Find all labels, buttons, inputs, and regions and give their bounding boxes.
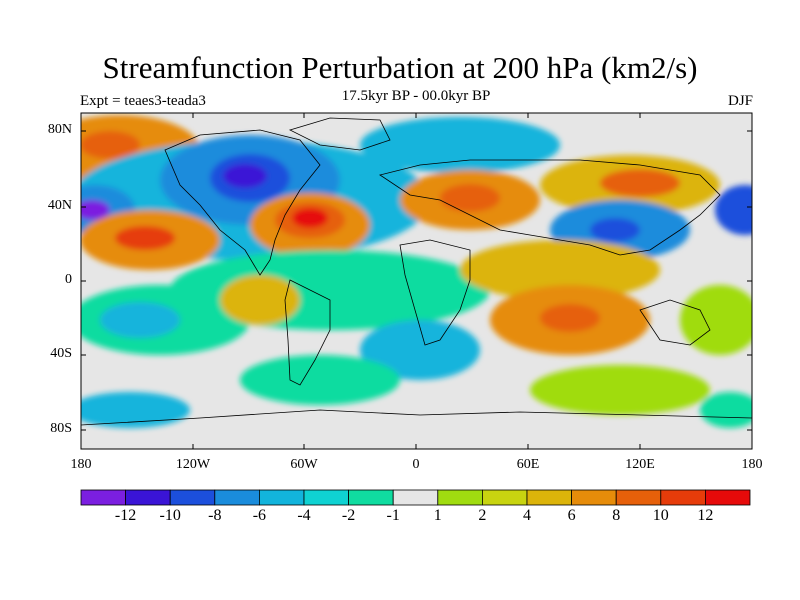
colorbar-label: 2 — [478, 507, 487, 524]
colorbar-label: -10 — [159, 507, 181, 524]
colorbar-label: 4 — [523, 507, 531, 524]
period-label: 17.5kyr BP - 00.0kyr BP — [341, 88, 491, 104]
experiment-label: Expt = teaes3-teada3 — [80, 93, 206, 109]
lon-label-180w: 180 — [70, 457, 92, 472]
colorbar-swatch — [571, 489, 617, 506]
colorbar-label: 12 — [697, 507, 714, 524]
colorbar-swatch — [348, 489, 394, 506]
map-title: Streamfunction Perturbation at 200 hPa (… — [102, 50, 698, 85]
colorbar-label: -2 — [341, 507, 356, 524]
lon-label-120w: 120W — [175, 457, 211, 472]
colorbar-label: 10 — [652, 507, 669, 524]
lat-label-40n: 40N — [47, 198, 72, 213]
lat-label-80s: 80S — [50, 421, 72, 436]
lon-label-180e: 180 — [741, 457, 763, 472]
lon-label-60w: 60W — [290, 457, 318, 472]
season-label: DJF — [727, 93, 753, 109]
colorbar-swatch — [705, 489, 751, 506]
colorbar-swatch — [214, 489, 260, 506]
lat-label-80n: 80N — [47, 122, 72, 137]
colorbar-swatch — [125, 489, 171, 506]
colorbar-label: 1 — [433, 507, 442, 524]
colorbar-label: -6 — [252, 507, 267, 524]
colorbar-swatch — [437, 489, 483, 506]
lat-label-0: 0 — [65, 272, 72, 287]
coastlines — [81, 117, 752, 426]
colorbar — [80, 489, 751, 506]
colorbar-swatch — [169, 489, 216, 506]
colorbar-swatch — [392, 489, 439, 506]
colorbar-label: -1 — [386, 507, 400, 524]
colorbar-swatch — [615, 489, 662, 506]
colorbar-label: -8 — [208, 507, 222, 524]
colorbar-label: -4 — [297, 507, 311, 524]
colorbar-swatch — [303, 489, 349, 506]
lat-label-40s: 40S — [50, 346, 72, 361]
colorbar-swatch — [660, 489, 706, 506]
colorbar-swatch — [258, 489, 305, 506]
colorbar-label: 6 — [567, 507, 576, 524]
colorbar-swatch — [481, 489, 528, 506]
lon-label-0: 0 — [412, 457, 420, 472]
colorbar-label: 8 — [612, 507, 621, 524]
contour-field — [81, 113, 752, 449]
lon-label-120e: 120E — [625, 457, 655, 472]
lon-label-60e: 60E — [516, 457, 540, 472]
colorbar-swatch — [80, 489, 126, 506]
axis-ticks — [81, 113, 752, 449]
colorbar-label: -12 — [114, 507, 137, 524]
colorbar-swatch — [526, 489, 572, 506]
